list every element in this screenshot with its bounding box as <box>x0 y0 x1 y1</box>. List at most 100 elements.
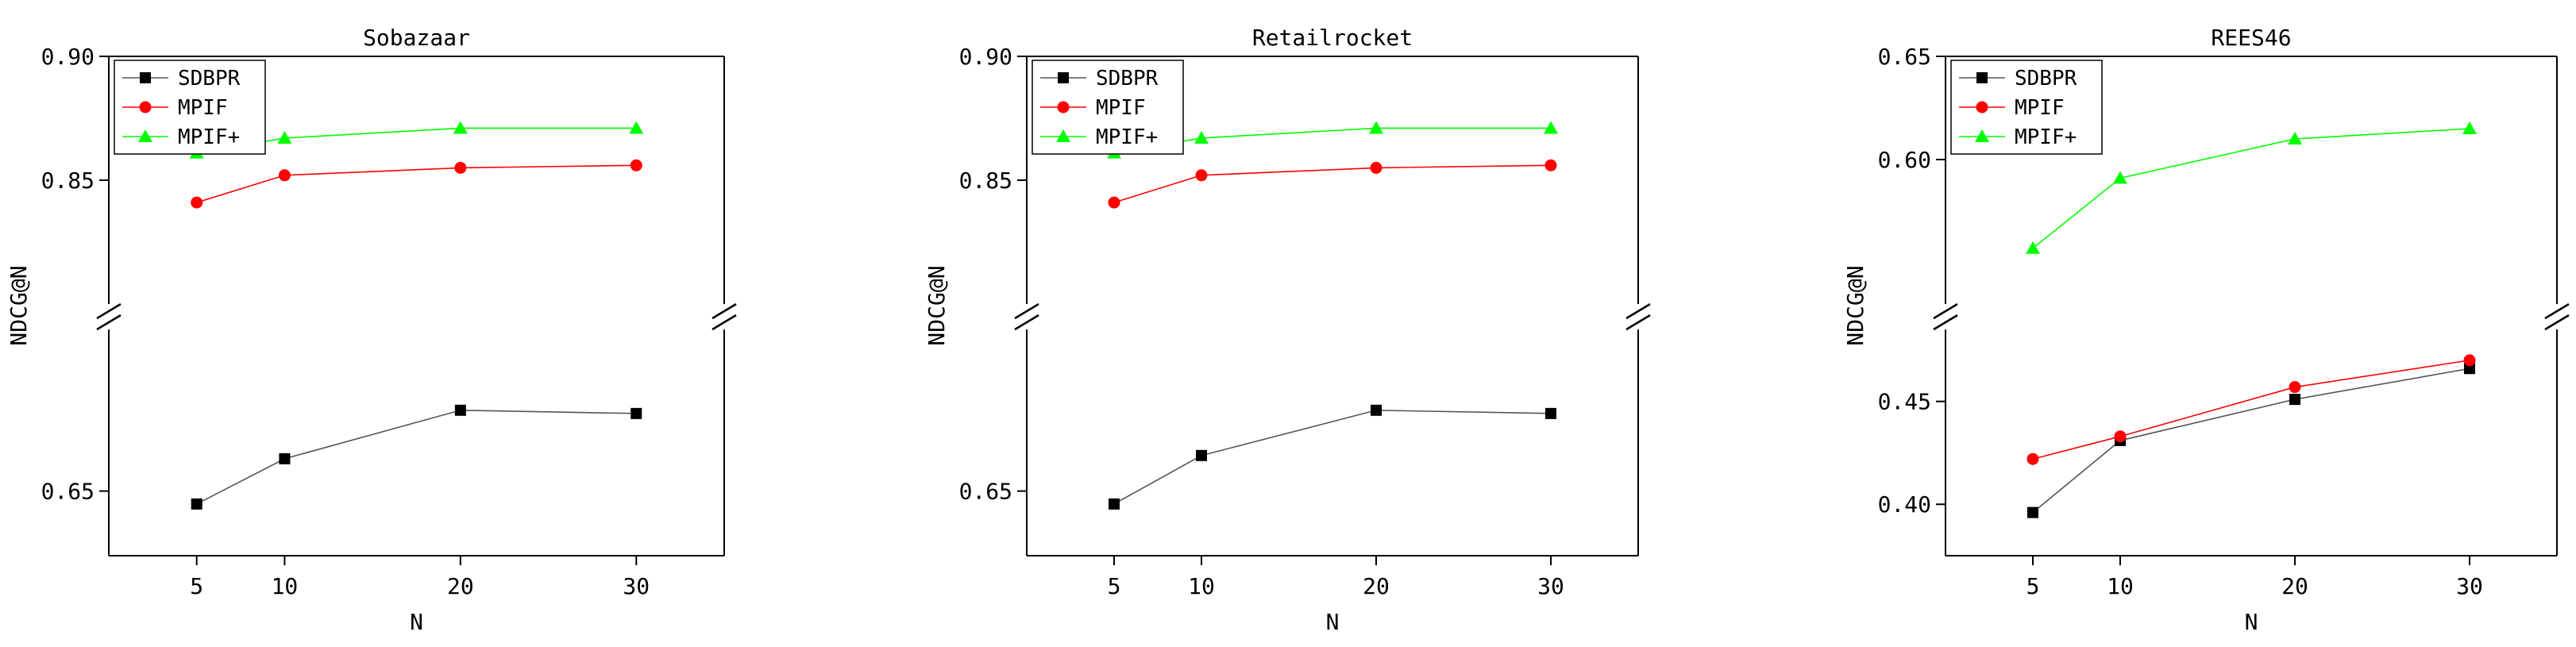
series-line <box>1113 164 1552 203</box>
legend-label: MPIF <box>178 96 228 120</box>
y-axis-label: NDCG@N <box>924 265 950 345</box>
legend-label: MPIF+ <box>178 125 240 149</box>
data-point <box>191 196 203 209</box>
legend-marker <box>138 129 152 142</box>
x-tick-label: 30 <box>2456 573 2483 599</box>
data-point <box>454 404 466 416</box>
data-point <box>1371 404 1382 416</box>
data-point <box>631 407 642 419</box>
legend-entry: MPIF+ <box>1040 125 1158 149</box>
series-line <box>196 409 637 505</box>
axis-break-mark <box>711 302 737 320</box>
data-point <box>2464 363 2475 375</box>
data-point <box>629 121 644 134</box>
legend-entry: MPIF <box>1040 96 1146 120</box>
legend-label: MPIF <box>1096 96 1146 120</box>
data-point <box>1195 169 1208 182</box>
legend-marker <box>139 101 152 114</box>
y-tick-label: 0.65 <box>1878 44 1931 70</box>
legend-label: MPIF+ <box>2015 125 2077 149</box>
axis-break-mark <box>1014 314 1039 331</box>
data-point <box>1544 121 1558 134</box>
axis-break-mark <box>96 314 121 331</box>
data-point <box>2026 241 2040 254</box>
x-tick-label: 5 <box>2026 573 2040 599</box>
x-tick-label: 30 <box>623 573 650 599</box>
y-tick-label: 0.65 <box>41 479 94 505</box>
x-tick-label: 10 <box>2107 573 2134 599</box>
data-point <box>2288 132 2302 144</box>
y-tick-label: 0.85 <box>41 168 94 194</box>
legend-label: SDBPR <box>1096 67 1159 91</box>
series-line <box>196 164 637 203</box>
data-point <box>1545 407 1556 419</box>
axis-break-mark <box>2544 314 2570 331</box>
data-point <box>191 498 202 510</box>
legend-marker <box>1057 101 1070 114</box>
data-point <box>2113 171 2127 184</box>
series-line <box>2032 368 2470 514</box>
legend-label: SDBPR <box>178 67 241 91</box>
data-point <box>453 121 468 134</box>
legend-label: MPIF+ <box>1096 125 1158 149</box>
x-axis-label: N <box>1326 609 1340 635</box>
data-point <box>278 169 291 182</box>
y-tick-label: 0.90 <box>959 44 1012 70</box>
legend-marker <box>1056 129 1070 142</box>
axis-break-mark <box>1625 302 1651 320</box>
data-point <box>1196 449 1207 461</box>
legend: SDBPR MPIF MPIF+ <box>1032 60 1184 155</box>
x-axis-label: N <box>2245 609 2258 635</box>
series-mpif- <box>2026 121 2477 254</box>
x-tick-label: 30 <box>1537 573 1564 599</box>
data-point <box>2289 381 2301 394</box>
legend-marker <box>1976 101 1988 114</box>
data-point <box>277 130 292 144</box>
legend-label: MPIF <box>2015 96 2065 120</box>
series-mpif <box>191 159 642 209</box>
legend-entry: SDBPR <box>122 67 241 91</box>
legend-entry: MPIF+ <box>122 125 240 149</box>
axis-break-mark <box>1933 314 1958 331</box>
axis-break-mark <box>2544 302 2570 320</box>
axis-break-mark <box>711 314 737 331</box>
data-point <box>1369 121 1383 134</box>
legend-entry: MPIF+ <box>1959 125 2077 149</box>
x-tick-label: 20 <box>2281 573 2308 599</box>
data-point <box>1109 498 1120 510</box>
data-point <box>2462 121 2477 134</box>
y-tick-label: 0.65 <box>959 479 1012 505</box>
data-point <box>2289 394 2300 406</box>
x-tick-label: 10 <box>1188 573 1215 599</box>
legend-entry: MPIF <box>122 96 228 120</box>
legend: SDBPR MPIF MPIF+ <box>1950 60 2103 155</box>
data-point <box>279 453 291 464</box>
y-tick-label: 0.60 <box>1878 147 1931 173</box>
legend-marker <box>1058 72 1069 83</box>
legend-entry: SDBPR <box>1040 67 1159 91</box>
series-mpif <box>2026 354 2476 465</box>
chart-panel-2: Retailrocket 5 10 20 30 0.85 0.90 0.65 N NDCG@N SD… <box>924 25 1651 635</box>
legend-label: SDBPR <box>2015 67 2077 91</box>
y-tick-label: 0.85 <box>959 168 1012 194</box>
data-point <box>1544 159 1557 171</box>
data-point <box>2114 430 2127 443</box>
series-sdbpr <box>191 404 642 510</box>
y-tick-label: 0.40 <box>1878 491 1931 518</box>
data-point <box>1108 196 1120 209</box>
x-tick-label: 5 <box>1108 573 1121 599</box>
x-tick-label: 5 <box>190 573 203 599</box>
data-point <box>630 159 642 171</box>
chart-title: Retailrocket <box>1252 25 1413 51</box>
legend-marker <box>1976 72 1988 83</box>
y-tick-label: 0.45 <box>1878 389 1931 415</box>
x-tick-label: 20 <box>447 573 474 599</box>
data-point <box>2026 453 2039 465</box>
axis-break-mark <box>1625 314 1651 331</box>
legend: SDBPR MPIF MPIF+ <box>114 60 266 155</box>
series-mpif <box>1108 159 1557 209</box>
x-tick-label: 10 <box>272 573 299 599</box>
legend-entry: MPIF <box>1959 96 2065 120</box>
x-tick-label: 20 <box>1363 573 1390 599</box>
